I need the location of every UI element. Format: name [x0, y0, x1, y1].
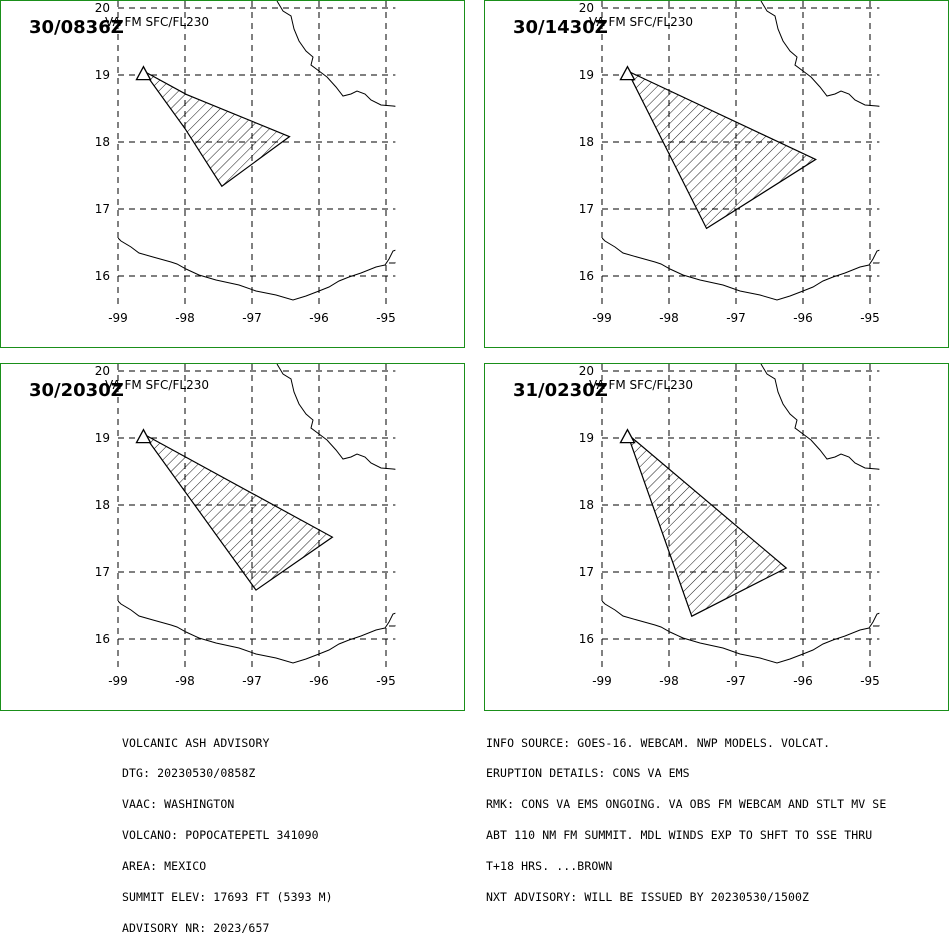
- lon-tick-label: -99: [108, 311, 128, 325]
- lat-tick-label: 18: [579, 135, 594, 149]
- lon-tick-label: -97: [242, 311, 262, 325]
- lon-tick-label: -95: [376, 674, 396, 688]
- volcano-triangle-icon: [619, 65, 636, 81]
- lat-tick-label: 17: [579, 202, 594, 216]
- panel-level-1: VA FM SFC/FL230: [105, 15, 209, 29]
- lon-tick-label: -98: [175, 311, 195, 325]
- lat-tick-label: 16: [579, 269, 594, 283]
- lat-tick-label: 19: [95, 431, 110, 445]
- coastline-pacific: [602, 237, 880, 301]
- coastline-pacific: [602, 600, 880, 664]
- lat-tick-label: 17: [95, 565, 110, 579]
- lat-tick-label: 20: [579, 364, 594, 378]
- grid-lines: [117, 364, 396, 670]
- coastline-gulf: [760, 1, 880, 107]
- advisory-next: NXT ADVISORY: WILL BE ISSUED BY 20230530…: [486, 890, 810, 905]
- coastline-pacific: [118, 237, 396, 301]
- lon-tick-label: -97: [242, 674, 262, 688]
- grid-lines: [117, 1, 396, 307]
- volcano-triangle-icon: [135, 428, 152, 444]
- lat-tick-label: 19: [579, 68, 594, 82]
- ash-cloud-polygon: [142, 70, 291, 188]
- panel-time-4: 31/0230Z: [513, 380, 608, 401]
- map-canvas-2: 20 19 18 17 16 -99 -98 -97 -96 -95: [579, 1, 880, 325]
- lat-tick-label: 20: [579, 1, 594, 15]
- advisory-left-block: VOLCANIC ASH ADVISORY DTG: 20230530/0858…: [122, 717, 333, 944]
- coastline-gulf: [276, 1, 396, 107]
- advisory-right-block: INFO SOURCE: GOES-16. WEBCAM. NWP MODELS…: [486, 717, 886, 913]
- lat-tick-label: 18: [95, 135, 110, 149]
- lat-tick-label: 16: [95, 269, 110, 283]
- ash-cloud-polygon: [626, 432, 788, 618]
- lat-tick-label: 19: [95, 68, 110, 82]
- map-canvas-3: 20 19 18 17 16 -99 -98 -97 -96 -95: [95, 364, 396, 688]
- lat-tick-label: 20: [95, 364, 110, 378]
- advisory-volcano: VOLCANO: POPOCATEPETL 341090: [122, 828, 319, 843]
- map-panel-1: 20 19 18 17 16 -99 -98 -97 -96 -95 30/0836Z VA FM…: [0, 0, 465, 348]
- volcano-triangle-icon: [619, 428, 636, 444]
- advisory-summit-elev: SUMMIT ELEV: 17693 FT (5393 M): [122, 890, 333, 905]
- panel-time-3: 30/2030Z: [29, 380, 124, 401]
- lat-tick-label: 18: [579, 498, 594, 512]
- map-panel-4: 20 19 18 17 16 -99 -98 -97 -96 -95 31/0230Z VA FM…: [484, 363, 949, 711]
- advisory-remarks-1: RMK: CONS VA EMS ONGOING. VA OBS FM WEBC…: [486, 797, 887, 812]
- map-canvas-1: 20 19 18 17 16 -99 -98 -97 -96 -95: [95, 1, 396, 325]
- lat-tick-label: 16: [95, 632, 110, 646]
- advisory-number: ADVISORY NR: 2023/657: [122, 920, 270, 935]
- coastlines: [118, 364, 396, 664]
- map-panel-2: 20 19 18 17 16 -99 -98 -97 -96 -95 30/1430Z VA FM…: [484, 0, 949, 348]
- coastline-gulf: [276, 364, 396, 470]
- coastlines: [602, 364, 880, 664]
- coastlines: [118, 1, 396, 301]
- panel-level-4: VA FM SFC/FL230: [589, 378, 693, 392]
- advisory-vaac: VAAC: WASHINGTON: [122, 797, 235, 812]
- lat-tick-label: 17: [95, 202, 110, 216]
- lon-tick-label: -95: [860, 674, 880, 688]
- advisory-info-source: INFO SOURCE: GOES-16. WEBCAM. NWP MODELS…: [486, 735, 831, 750]
- lon-tick-label: -96: [309, 674, 329, 688]
- lon-tick-label: -99: [592, 311, 612, 325]
- lon-tick-label: -95: [860, 311, 880, 325]
- advisory-area: AREA: MEXICO: [122, 859, 207, 874]
- advisory-eruption-details: ERUPTION DETAILS: CONS VA EMS: [486, 766, 690, 781]
- coastlines: [602, 1, 880, 301]
- lat-tick-label: 17: [579, 565, 594, 579]
- lat-tick-label: 19: [579, 431, 594, 445]
- advisory-remarks-2: ABT 110 NM FM SUMMIT. MDL WINDS EXP TO S…: [486, 828, 873, 843]
- lon-tick-label: -99: [592, 674, 612, 688]
- lon-tick-label: -97: [726, 311, 746, 325]
- coastline-pacific: [118, 600, 396, 664]
- map-panel-3: 20 19 18 17 16 -99 -98 -97 -96 -95 30/2030Z VA FM…: [0, 363, 465, 711]
- lon-tick-label: -99: [108, 674, 128, 688]
- ash-cloud-polygon: [626, 69, 817, 230]
- lon-tick-label: -96: [793, 311, 813, 325]
- map-canvas-4: 20 19 18 17 16 -99 -98 -97 -96 -95: [579, 364, 880, 688]
- panel-time-1: 30/0836Z: [29, 17, 124, 38]
- advisory-dtg: DTG: 20230530/0858Z: [122, 766, 256, 781]
- panel-level-2: VA FM SFC/FL230: [589, 15, 693, 29]
- advisory-title: VOLCANIC ASH ADVISORY: [122, 735, 270, 750]
- volcano-triangle-icon: [135, 65, 152, 81]
- lon-tick-label: -97: [726, 674, 746, 688]
- grid-lines: [601, 364, 880, 670]
- ash-cloud-polygon: [142, 433, 334, 591]
- lat-tick-label: 20: [95, 1, 110, 15]
- lon-tick-label: -98: [659, 311, 679, 325]
- lon-tick-label: -96: [309, 311, 329, 325]
- lat-tick-label: 18: [95, 498, 110, 512]
- panel-level-3: VA FM SFC/FL230: [105, 378, 209, 392]
- lon-tick-label: -98: [175, 674, 195, 688]
- lon-tick-label: -95: [376, 311, 396, 325]
- grid-lines: [601, 1, 880, 307]
- coastline-gulf: [760, 364, 880, 470]
- advisory-remarks-3: T+18 HRS. ...BROWN: [486, 859, 613, 874]
- panel-time-2: 30/1430Z: [513, 17, 608, 38]
- lon-tick-label: -96: [793, 674, 813, 688]
- lon-tick-label: -98: [659, 674, 679, 688]
- lat-tick-label: 16: [579, 632, 594, 646]
